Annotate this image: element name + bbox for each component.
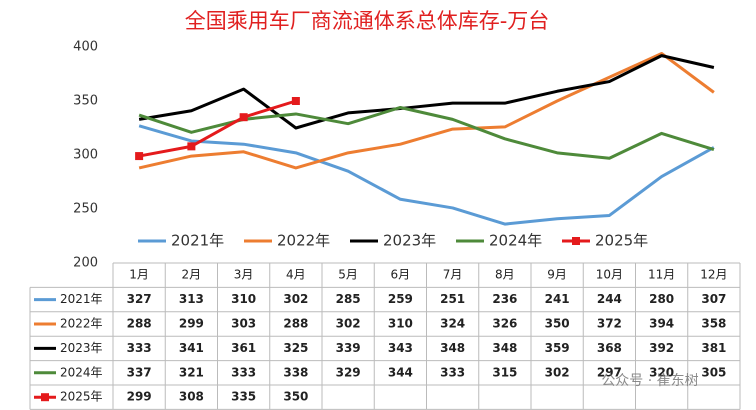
marker: [135, 152, 144, 161]
table-cell: 325: [283, 341, 308, 355]
row-label: 2022年: [60, 317, 103, 331]
table-cell: 313: [179, 292, 204, 306]
table-cell: 333: [231, 365, 256, 379]
table-cell: 333: [127, 341, 152, 355]
table-cell: 299: [179, 317, 204, 331]
table-cell: 343: [388, 341, 413, 355]
table-cell: 368: [597, 341, 622, 355]
marker: [239, 113, 248, 122]
table-cell: 372: [597, 317, 622, 331]
x-tick-label: 6月: [391, 268, 411, 282]
table-cell: 288: [127, 317, 152, 331]
series-line: [138, 99, 297, 158]
series-line: [138, 54, 715, 130]
table-cell: 307: [701, 292, 726, 306]
marker: [187, 142, 196, 151]
x-tick-label: 4月: [286, 268, 306, 282]
table-cell: 348: [440, 341, 465, 355]
table-cell: 303: [231, 317, 256, 331]
table-cell: 315: [492, 365, 517, 379]
table-cell: 348: [492, 341, 517, 355]
table-cell: 358: [701, 317, 726, 331]
table-cell: 308: [179, 390, 204, 404]
x-tick-label: 7月: [443, 268, 463, 282]
table-cell: 333: [440, 365, 465, 379]
legend-label: 2024年: [489, 232, 542, 250]
y-tick-label: 250: [73, 202, 98, 217]
table-cell: 327: [127, 292, 152, 306]
table-cell: 280: [649, 292, 674, 306]
table-cell: 381: [701, 341, 726, 355]
table-cell: 251: [440, 292, 465, 306]
table-cell: 302: [336, 317, 361, 331]
table-cell: 285: [336, 292, 361, 306]
y-tick-label: 300: [73, 148, 98, 163]
y-tick-label: 400: [73, 40, 98, 55]
table-cell: 339: [336, 341, 361, 355]
table-cell: 344: [388, 365, 413, 379]
table-cell: 244: [597, 292, 622, 306]
legend-label: 2022年: [277, 232, 330, 250]
table-cell: 288: [283, 317, 308, 331]
x-tick-label: 8月: [495, 268, 515, 282]
table-cell: 259: [388, 292, 413, 306]
x-tick-label: 9月: [547, 268, 567, 282]
row-label: 2021年: [60, 292, 103, 306]
x-tick-label: 11月: [648, 268, 675, 282]
table-cell: 310: [231, 292, 256, 306]
legend-marker: [572, 237, 580, 245]
x-tick-label: 2月: [182, 268, 202, 282]
row-marker: [41, 393, 49, 402]
legend-label: 2023年: [383, 232, 436, 250]
y-tick-label: 350: [73, 94, 98, 109]
series-line: [138, 124, 715, 226]
y-tick-label: 200: [73, 256, 98, 271]
table-cell: 324: [440, 317, 465, 331]
row-label: 2023年: [60, 341, 103, 355]
x-tick-label: 12月: [700, 268, 727, 282]
table-cell: 236: [492, 292, 517, 306]
table-cell: 321: [179, 365, 204, 379]
row-label: 2024年: [60, 365, 103, 379]
table-cell: 297: [597, 365, 622, 379]
row-label: 2025年: [60, 390, 103, 404]
table-cell: 299: [127, 390, 152, 404]
watermark: 公众号 · 崔东树: [601, 373, 698, 389]
legend-label: 2025年: [595, 232, 648, 250]
table-cell: 350: [545, 317, 570, 331]
x-tick-label: 10月: [596, 268, 623, 282]
table-cell: 341: [179, 341, 204, 355]
x-tick-label: 5月: [338, 268, 358, 282]
series-line: [138, 51, 715, 170]
table-cell: 302: [545, 365, 570, 379]
table-cell: 320: [649, 365, 674, 379]
table-cell: 359: [545, 341, 570, 355]
table-cell: 394: [649, 317, 674, 331]
table-cell: 361: [231, 341, 256, 355]
table-cell: 302: [283, 292, 308, 306]
table-cell: 326: [492, 317, 517, 331]
table-cell: 350: [283, 390, 308, 404]
table-cell: 335: [231, 390, 256, 404]
x-tick-label: 3月: [234, 268, 254, 282]
table-cell: 305: [701, 365, 726, 379]
table-cell: 392: [649, 341, 674, 355]
marker: [291, 97, 300, 105]
table-cell: 337: [127, 365, 152, 379]
table-cell: 329: [336, 365, 361, 379]
series-line: [138, 105, 715, 160]
table-cell: 310: [388, 317, 413, 331]
chart-title: 全国乘用车厂商流通体系总体库存-万台: [185, 9, 550, 33]
table-cell: 338: [283, 365, 308, 379]
legend-label: 2021年: [171, 232, 224, 250]
x-tick-label: 1月: [129, 268, 149, 282]
table-cell: 241: [545, 292, 570, 306]
